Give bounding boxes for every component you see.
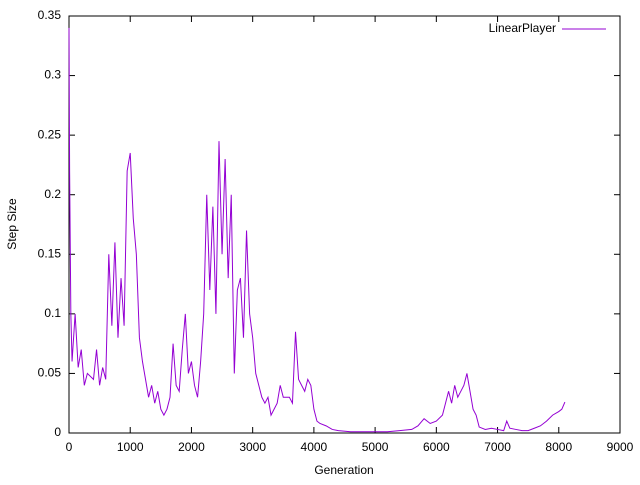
x-tick-label: 6000 xyxy=(423,440,450,454)
x-tick-label: 4000 xyxy=(301,440,328,454)
y-tick-label: 0.2 xyxy=(44,187,61,201)
legend-label: LinearPlayer xyxy=(489,21,556,35)
x-tick-label: 9000 xyxy=(607,440,634,454)
plot-border xyxy=(68,15,621,434)
y-tick-label: 0 xyxy=(54,425,61,439)
x-tick-label: 5000 xyxy=(362,440,389,454)
y-tick-label: 0.1 xyxy=(44,306,61,320)
x-tick-label: 1000 xyxy=(117,440,144,454)
x-tick-label: 7000 xyxy=(484,440,511,454)
x-tick-label: 3000 xyxy=(239,440,266,454)
y-tick-label: 0.35 xyxy=(38,8,62,22)
x-tick-label: 8000 xyxy=(545,440,572,454)
x-axis-label: Generation xyxy=(314,463,373,477)
y-tick-label: 0.25 xyxy=(38,127,62,141)
x-tick-label: 0 xyxy=(66,440,73,454)
series-line xyxy=(68,27,566,433)
x-tick-label: 2000 xyxy=(178,440,205,454)
y-axis-label: Step Size xyxy=(5,198,19,250)
y-tick-label: 0.15 xyxy=(38,246,62,260)
y-tick-label: 0.05 xyxy=(38,366,62,380)
y-tick-label: 0.3 xyxy=(44,68,61,82)
